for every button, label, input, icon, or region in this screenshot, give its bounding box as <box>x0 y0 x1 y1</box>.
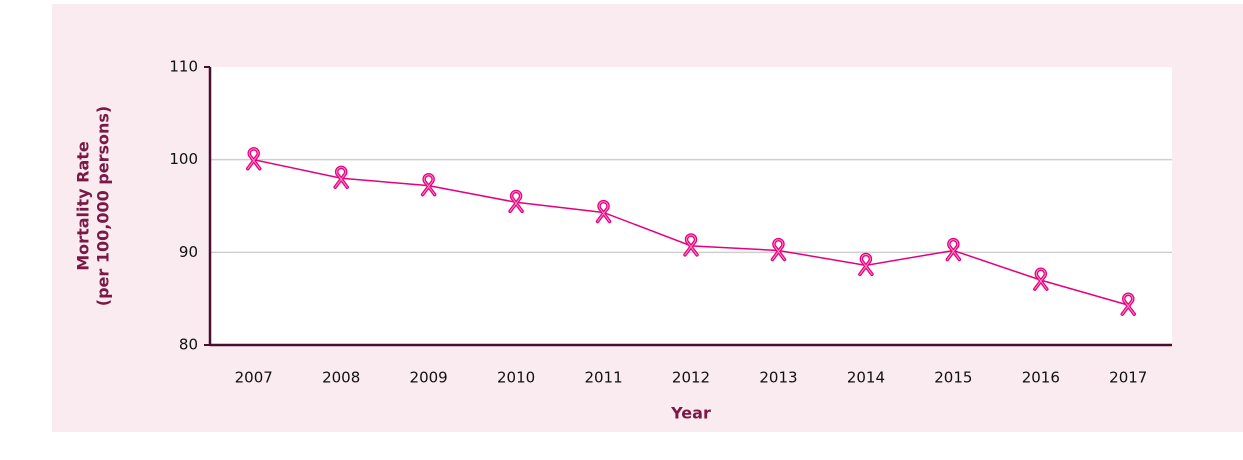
x-tick-label: 2014 <box>847 369 885 387</box>
y-tick-label: 110 <box>169 58 198 76</box>
ribbon-highlight <box>1121 293 1135 315</box>
y-tick-label: 80 <box>179 336 198 354</box>
ribbon-marker <box>770 237 787 262</box>
x-tick-label: 2009 <box>410 369 448 387</box>
y-axis-title: Mortality Rate (per 100,000 persons) <box>74 106 113 306</box>
ribbon-marker <box>683 233 699 257</box>
ribbon-highlight <box>946 239 960 260</box>
ribbon-marker <box>858 252 874 277</box>
y-tick-label: 90 <box>179 243 198 261</box>
ribbon-marker <box>945 237 962 262</box>
ribbon-marker <box>1120 292 1137 316</box>
ribbon-marker <box>333 165 349 189</box>
y-axis-title-line: (per 100,000 persons) <box>94 106 113 306</box>
x-tick-label: 2010 <box>497 369 535 387</box>
ribbon-highlight <box>334 166 348 188</box>
y-axis-title-line: Mortality Rate <box>74 141 93 271</box>
x-tick-label: 2017 <box>1109 369 1147 387</box>
ribbon-highlight <box>597 201 611 222</box>
ribbon-highlight <box>1034 268 1048 290</box>
ribbon-highlight <box>771 239 785 260</box>
x-tick-label: 2016 <box>1022 369 1060 387</box>
ribbon-highlight <box>509 191 523 212</box>
x-tick-label: 2007 <box>235 369 273 387</box>
x-tick-label: 2011 <box>584 369 622 387</box>
ribbon-marker <box>508 189 524 214</box>
ribbon-marker <box>1033 267 1049 291</box>
x-axis-title: Year <box>670 404 711 423</box>
x-tick-label: 2013 <box>759 369 797 387</box>
ribbon-marker <box>245 147 262 171</box>
y-tick-label: 100 <box>169 150 198 168</box>
ribbon-highlight <box>422 174 436 196</box>
plot-area <box>210 67 1172 345</box>
x-tick-label: 2012 <box>672 369 710 387</box>
ribbon-marker <box>420 173 437 197</box>
ribbon-highlight <box>684 234 698 256</box>
ribbon-marker <box>595 199 612 224</box>
x-tick-label: 2015 <box>934 369 972 387</box>
x-tick-label: 2008 <box>322 369 360 387</box>
ribbon-highlight <box>859 254 873 275</box>
ribbon-highlight <box>247 148 261 170</box>
